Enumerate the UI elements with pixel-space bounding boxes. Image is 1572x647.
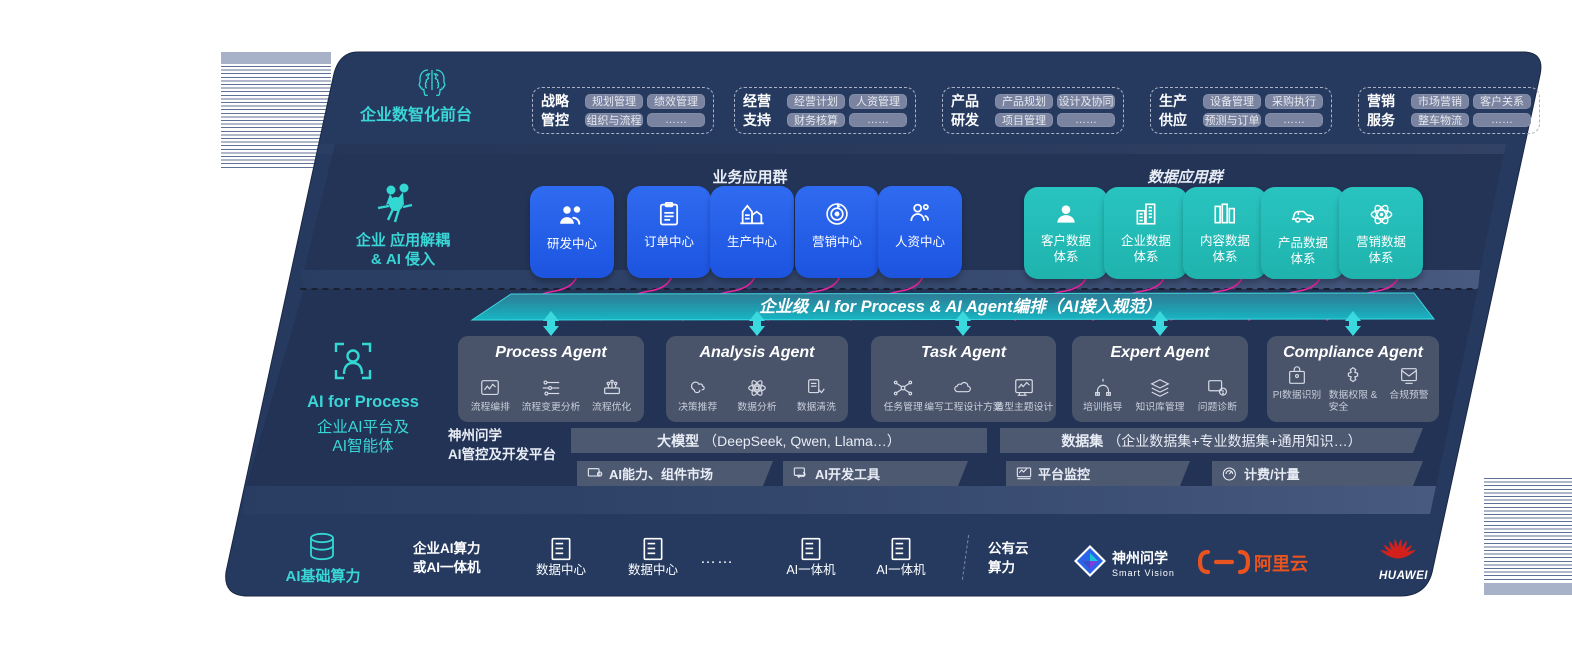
svg-text:企业级 AI for Process & AI Agent编: 企业级 AI for Process & AI Agent编排（AI接入规范） xyxy=(759,297,1161,316)
